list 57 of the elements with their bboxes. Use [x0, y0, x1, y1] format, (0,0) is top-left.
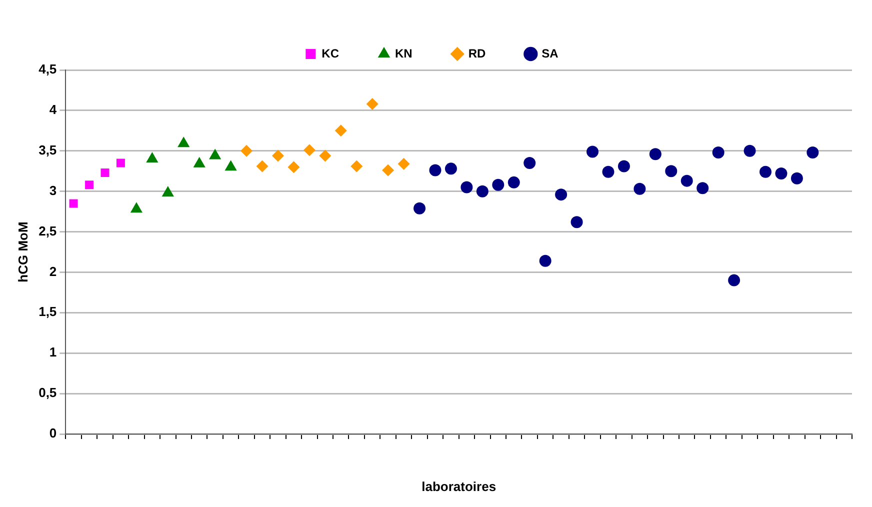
legend-label: KC: [322, 46, 340, 60]
point: [116, 158, 125, 168]
point: [382, 164, 394, 176]
y-axis-title: hCG MoM: [15, 222, 30, 282]
point: [570, 216, 583, 228]
legend-label: RD: [468, 46, 486, 60]
legend-label: SA: [542, 46, 559, 60]
point: [398, 158, 410, 170]
point: [444, 162, 457, 175]
point: [618, 160, 630, 172]
point: [634, 182, 646, 195]
point: [460, 181, 473, 194]
y-tick-label: 1,5: [38, 304, 57, 320]
point: [319, 150, 332, 162]
y-tick-label: 4,5: [38, 62, 57, 77]
point: [85, 180, 94, 190]
point: [586, 146, 599, 158]
point: [240, 144, 253, 157]
y-tick-label: 2: [49, 264, 57, 279]
point: [539, 254, 552, 267]
point: [476, 185, 488, 198]
point: [272, 150, 284, 162]
y-tick-label: 1: [49, 344, 57, 360]
point: [303, 144, 316, 156]
y-tick-label: 0,5: [38, 385, 57, 400]
point: [790, 172, 803, 184]
y-tick-label: 2,5: [38, 223, 57, 238]
point: [334, 124, 347, 137]
point: [288, 161, 300, 174]
point: [429, 164, 442, 176]
point: [728, 274, 740, 286]
point: [680, 174, 693, 187]
point: [665, 165, 678, 178]
point: [555, 188, 568, 201]
point: [414, 202, 426, 214]
x-axis-title: laboratoires: [422, 478, 496, 494]
y-tick-label: 4: [49, 102, 58, 118]
point: [492, 178, 504, 191]
point: [366, 98, 378, 110]
y-tick-label: 3,5: [38, 142, 57, 158]
point: [350, 160, 363, 172]
point: [712, 146, 724, 159]
point: [806, 146, 819, 159]
point: [508, 176, 520, 188]
point: [775, 168, 788, 180]
point: [760, 166, 772, 178]
point: [602, 166, 614, 178]
legend-label: KN: [395, 46, 412, 60]
point: [744, 144, 756, 157]
point: [69, 199, 78, 208]
y-tick-label: 3: [49, 182, 57, 198]
point: [100, 168, 110, 177]
point: [524, 157, 536, 170]
point: [256, 160, 268, 172]
y-tick-label: 0: [49, 426, 57, 441]
point: [696, 182, 709, 194]
point: [649, 148, 662, 160]
